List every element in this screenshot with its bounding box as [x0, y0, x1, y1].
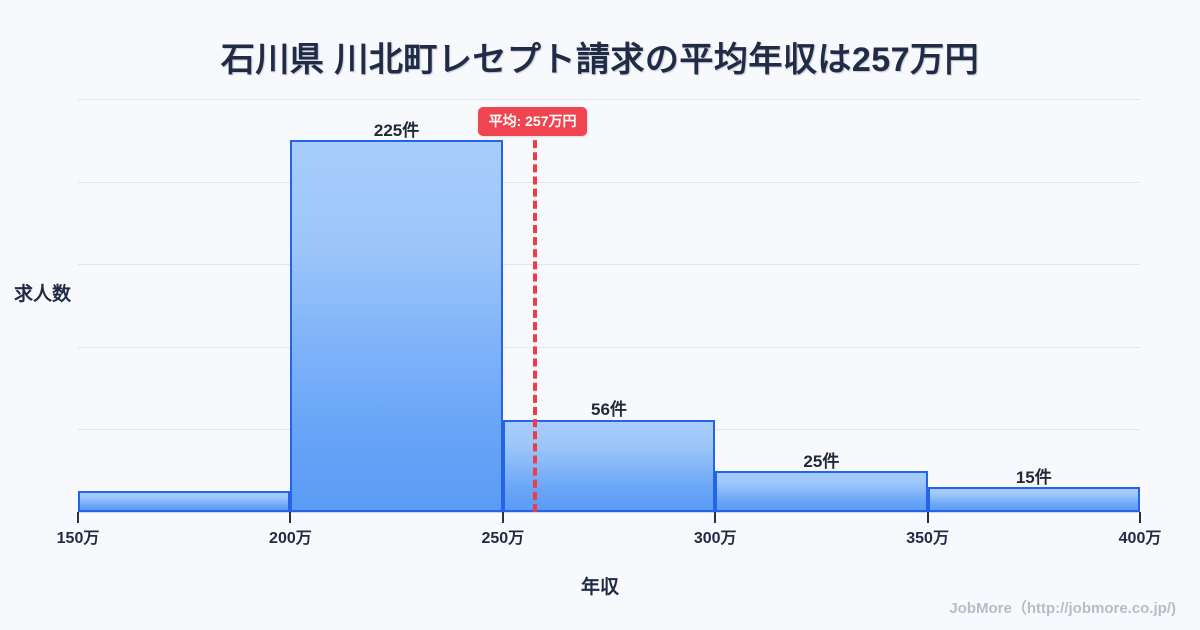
- bar-value-label: 15件: [1015, 468, 1052, 488]
- footer-credit: JobMore（http://jobmore.co.jp/): [949, 600, 1176, 617]
- x-axis-tick-mark: [501, 512, 504, 523]
- x-axis-tick-mark: [714, 512, 717, 523]
- gridline: [78, 182, 1140, 183]
- plot-area: [78, 99, 1140, 513]
- x-axis-tick-label: 150万: [56, 530, 100, 547]
- x-axis-baseline: [78, 512, 1140, 513]
- average-badge: 平均: 257万円: [477, 107, 588, 136]
- x-axis-tick-label: 400万: [1118, 530, 1162, 547]
- bar-value-label: 225件: [373, 121, 420, 141]
- x-axis-tick-mark: [289, 512, 292, 523]
- gridline: [78, 99, 1140, 100]
- x-axis-tick-mark: [926, 512, 929, 523]
- x-axis-tick-label: 300万: [693, 530, 737, 547]
- gridline: [78, 264, 1140, 265]
- histogram-bar: [502, 419, 716, 512]
- x-axis-tick-label: 200万: [269, 530, 312, 547]
- bar-value-label: 25件: [803, 451, 840, 471]
- x-axis-title: 年収: [580, 577, 619, 598]
- gridline: [78, 347, 1140, 348]
- average-line: [532, 128, 537, 512]
- x-axis-tick-mark: [77, 512, 79, 523]
- x-axis-tick-label: 250万: [481, 530, 525, 547]
- x-axis-tick-mark: [1139, 512, 1141, 523]
- x-axis-tick-label: 350万: [906, 530, 949, 547]
- y-axis-title: 求人数: [14, 284, 72, 305]
- histogram-bar: [78, 490, 291, 512]
- bar-value-label: 56件: [591, 400, 627, 420]
- histogram-bar: [290, 140, 503, 512]
- chart-title: 石川県 川北町レセプト請求の平均年収は257万円: [220, 41, 980, 79]
- histogram-bar: [715, 470, 928, 512]
- histogram-bar: [927, 487, 1140, 512]
